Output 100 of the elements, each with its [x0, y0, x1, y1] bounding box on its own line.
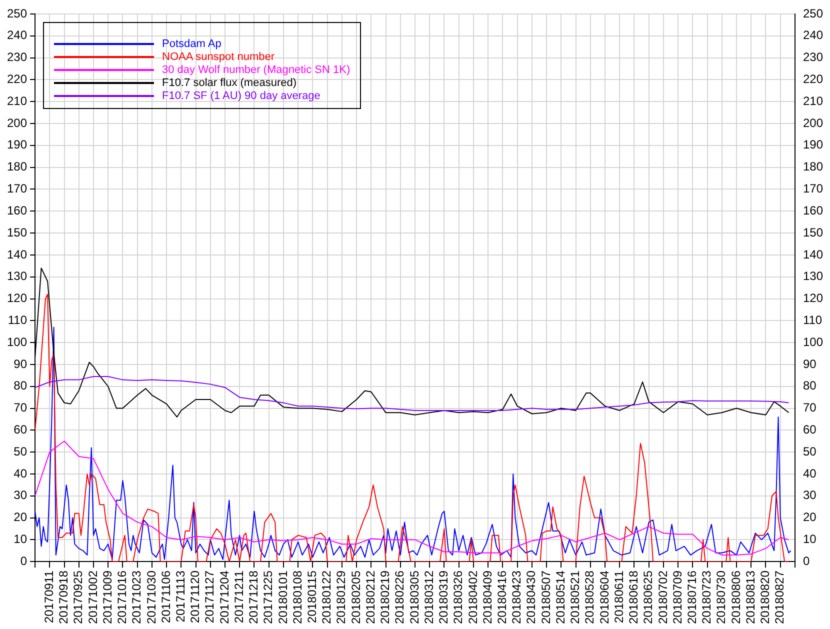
y2-tick-label: 50: [802, 444, 817, 458]
x-tick-label: 20180730: [714, 570, 728, 624]
y-tick-label: 0: [20, 554, 28, 568]
y-tick-label: 40: [14, 466, 28, 480]
y2-tick-label: 170: [802, 182, 824, 196]
y-tick-label: 190: [6, 138, 28, 152]
x-tick-label: 20180319: [436, 570, 451, 624]
y-tick-label: 160: [6, 203, 28, 218]
x-tick-label: 20171113: [173, 570, 188, 622]
text: 30 day Wolf number (Magnetic SN 1K): [162, 64, 350, 76]
x-tick-label: 20180108: [290, 570, 304, 624]
x-tick-label: 20180528: [582, 570, 597, 624]
y2-tick-label: 250: [802, 6, 824, 20]
y2-tick-label: 130: [802, 269, 824, 284]
y-tick-label: 70: [14, 400, 28, 415]
text: F10.7 SF (1 AU) 90 day average: [162, 90, 320, 102]
x-tick-label: 20171002: [86, 570, 100, 624]
x-tick-label: 20180723: [700, 570, 714, 624]
x-tick-label: 20170911: [42, 570, 56, 624]
x-tick-label: 20180716: [684, 570, 699, 624]
y-tick-label: 60: [14, 422, 28, 436]
x-tick-label: 20180122: [320, 570, 334, 624]
x-tick-label: 20171023: [130, 570, 144, 624]
y-tick-label: 130: [6, 269, 28, 284]
x-tick-label: 20171009: [100, 570, 114, 624]
y-tick-label: 150: [6, 225, 28, 240]
y2-tick-label: 220: [802, 72, 824, 86]
y-tick-label: 180: [6, 160, 28, 174]
x-tick-label: 20180409: [480, 570, 494, 624]
text: F10.7 solar flux (measured): [162, 76, 297, 88]
x-tick-label: 20180326: [451, 570, 466, 624]
y-tick-label: 240: [6, 28, 28, 42]
x-tick-label: 20180115: [305, 570, 320, 624]
x-tick-label: 20170925: [71, 570, 86, 624]
x-tick-label: 20180430: [524, 570, 538, 624]
y-tick-label: 120: [6, 291, 28, 306]
x-tick-label: 20180709: [670, 570, 684, 624]
text: NOAA sunspot number: [162, 50, 275, 62]
x-tick-label: 20180813: [743, 570, 758, 624]
y2-tick-label: 70: [802, 400, 817, 415]
y2-tick-label: 110: [802, 312, 822, 327]
y2-tick-label: 10: [802, 532, 817, 546]
x-tick-label: 20180226: [392, 570, 407, 624]
y2-tick-label: 160: [802, 203, 824, 218]
y-tick-label: 220: [6, 72, 28, 86]
y2-tick-label: 150: [802, 225, 824, 240]
x-tick-label: 20171030: [144, 570, 158, 624]
y2-tick-label: 240: [802, 28, 824, 42]
y2-tick-label: 200: [802, 116, 824, 130]
y-tick-label: 90: [14, 356, 28, 371]
x-tick-label: 20180521: [568, 570, 582, 624]
y-tick-label: 140: [6, 247, 28, 262]
y-tick-label: 50: [14, 444, 28, 458]
y2-tick-label: 80: [802, 378, 817, 393]
y2-tick-label: 120: [802, 291, 824, 306]
x-tick-label: 20180129: [334, 570, 348, 624]
text: Potsdam Ap: [162, 38, 222, 50]
x-tick-label: 20171106: [158, 570, 173, 624]
y-tick-label: 200: [6, 116, 28, 130]
y2-tick-label: 60: [802, 422, 817, 436]
y-tick-label: 210: [6, 94, 28, 108]
x-tick-label: 20180416: [495, 570, 509, 624]
x-tick-label: 20180604: [597, 570, 612, 624]
y2-tick-label: 140: [802, 247, 824, 262]
y2-tick-label: 90: [802, 356, 817, 371]
y-tick-label: 230: [6, 50, 28, 64]
x-tick-label: 20180423: [510, 570, 524, 624]
y2-tick-label: 40: [802, 466, 817, 480]
y-tick-label: 80: [14, 378, 28, 393]
y2-tick-label: 190: [802, 138, 824, 152]
x-tick-label: 20180611: [612, 570, 626, 624]
x-tick-label: 20170918: [56, 570, 71, 624]
x-tick-label: 20180305: [407, 570, 422, 624]
x-tick-label: 20180312: [422, 570, 436, 624]
x-tick-label: 20180205: [348, 570, 363, 624]
x-tick-label: 20171204: [217, 570, 232, 624]
y2-tick-label: 100: [802, 334, 824, 349]
x-tick-label: 20171127: [202, 570, 217, 624]
x-tick-label: 20171120: [188, 570, 202, 624]
x-tick-label: 20180618: [626, 570, 641, 624]
x-tick-label: 20171225: [261, 570, 276, 624]
x-tick-label: 20180101: [276, 570, 290, 624]
y2-tick-label: 0: [802, 554, 810, 568]
y2-tick-label: 210: [802, 94, 824, 108]
y-tick-label: 10: [14, 532, 28, 546]
x-tick-label: 20180212: [363, 570, 378, 624]
x-tick-label: 20180625: [641, 570, 656, 624]
y2-tick-label: 180: [802, 160, 824, 174]
y-tick-label: 170: [6, 182, 28, 196]
x-tick-label: 20180514: [553, 570, 568, 624]
y-tick-label: 110: [8, 312, 28, 327]
x-tick-label: 20171211: [232, 570, 246, 624]
x-tick-label: 20180827: [772, 570, 787, 624]
y2-tick-label: 230: [802, 50, 824, 64]
x-tick-label: 20180820: [758, 570, 772, 624]
y-tick-label: 100: [6, 334, 28, 349]
y-tick-label: 30: [14, 488, 28, 502]
x-tick-label: 20180702: [656, 570, 670, 624]
y-tick-label: 250: [6, 6, 28, 20]
x-tick-label: 20180402: [466, 570, 480, 624]
